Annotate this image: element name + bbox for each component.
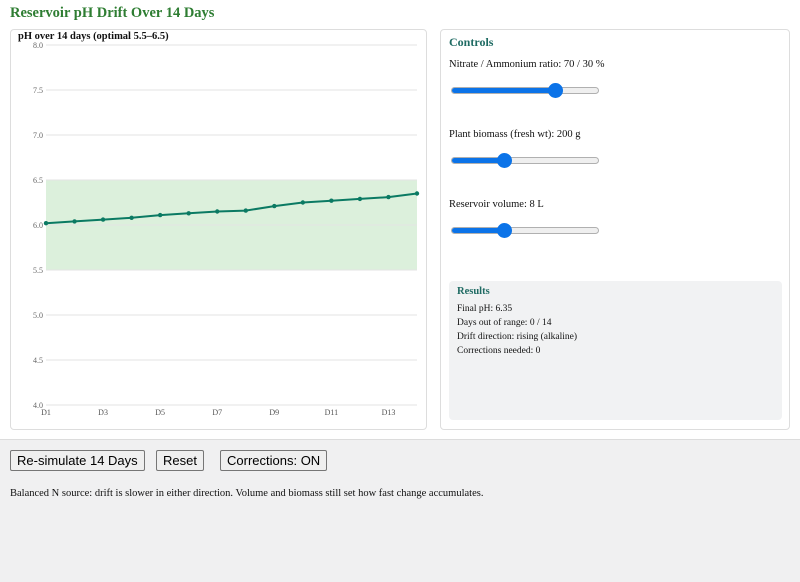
y-tick-label: 6.0	[33, 221, 43, 230]
corrections-toggle-button[interactable]: Corrections: ON	[220, 450, 328, 471]
ph-chart: 8.0 7.5 7.0 6.5 6.0 5.5 5.0 4.5 4.0D1 D3 D5 D7 D9 D11…	[33, 41, 420, 417]
nitrate-ratio-slider-thumb[interactable]	[547, 83, 563, 98]
y-tick-label: 5.5	[33, 266, 43, 275]
biomass-label: Plant biomass (fresh wt): 200 g	[449, 129, 581, 140]
main-area: Reservoir pH Drift Over 14 Days 8.0 7.5 7.…	[0, 0, 800, 440]
ph-data-point	[414, 191, 420, 196]
y-tick-label: 4.5	[33, 356, 43, 365]
x-tick-label: D1	[41, 408, 51, 417]
x-tick-label: D5	[155, 408, 165, 417]
ph-data-point	[43, 221, 49, 226]
ph-data-point	[157, 212, 163, 218]
volume-label: Reservoir volume: 8 L	[449, 199, 544, 210]
biomass-slider-thumb[interactable]	[497, 153, 513, 168]
ph-data-point	[129, 215, 134, 220]
volume-slider-thumb[interactable]	[497, 223, 513, 238]
results-box: Results Final pH: 6.35 Days out of range…	[449, 281, 782, 420]
ph-data-point	[72, 219, 77, 224]
volume-slider[interactable]	[451, 223, 599, 238]
resimulate-button[interactable]: Re-simulate 14 Days	[10, 450, 145, 471]
x-tick-label: D7	[212, 408, 222, 417]
chart-panel: 8.0 7.5 7.0 6.5 6.0 5.5 5.0 4.5 4.0 D1 D3 D5 D7 D9 D11…	[10, 29, 427, 430]
ph-data-point	[300, 200, 306, 205]
volume-slider-fill	[452, 228, 506, 233]
y-tick-label: 7.5	[33, 86, 43, 95]
x-tick-label: D11	[325, 408, 338, 417]
ph-data-point	[100, 217, 106, 222]
controls-title: Controls	[449, 35, 494, 49]
x-tick-label: D3	[98, 408, 108, 417]
ph-data-point	[357, 196, 363, 202]
corrections-needed: Corrections needed: 0	[457, 346, 541, 356]
chart-title: pH over 14 days (optimal 5.5–6.5)	[18, 31, 169, 42]
drift-direction: Drift direction: rising (alkaline)	[457, 332, 578, 342]
controls-panel: Controls Nitrate / Ammonium ratio: 70 / …	[440, 29, 790, 430]
ph-data-point	[215, 209, 220, 214]
x-tick-label: D13	[382, 408, 396, 417]
reset-button[interactable]: Reset	[156, 450, 204, 471]
y-tick-label: 7.0	[33, 131, 43, 140]
ph-data-point	[243, 208, 248, 213]
ph-data-point	[186, 211, 191, 216]
biomass-slider-fill	[452, 158, 506, 163]
ph-data-point	[386, 194, 391, 200]
final-ph: Final pH: 6.35	[457, 304, 513, 314]
page-title: Reservoir pH Drift Over 14 Days	[10, 5, 215, 21]
y-tick-label: 5.0	[33, 311, 43, 320]
nitrate-ratio-slider-fill	[452, 88, 556, 93]
ph-series-line	[45, 192, 418, 225]
x-tick-label: D9	[269, 408, 279, 417]
ph-data-point	[329, 198, 334, 203]
y-tick-label: 8.0	[33, 41, 43, 50]
status-note: Balanced N source: drift is slower in ei…	[10, 488, 484, 499]
y-tick-label: 4.0	[33, 401, 43, 410]
biomass-slider[interactable]	[451, 153, 599, 168]
ph-data-point	[272, 203, 277, 209]
nitrate-ratio-label: Nitrate / Ammonium ratio: 70 / 30 %	[449, 59, 605, 70]
nitrate-ratio-slider[interactable]	[451, 83, 599, 98]
days-out-of-range: Days out of range: 0 / 14	[457, 318, 552, 328]
y-tick-label: 6.5	[33, 176, 43, 185]
results-title: Results	[457, 286, 490, 297]
